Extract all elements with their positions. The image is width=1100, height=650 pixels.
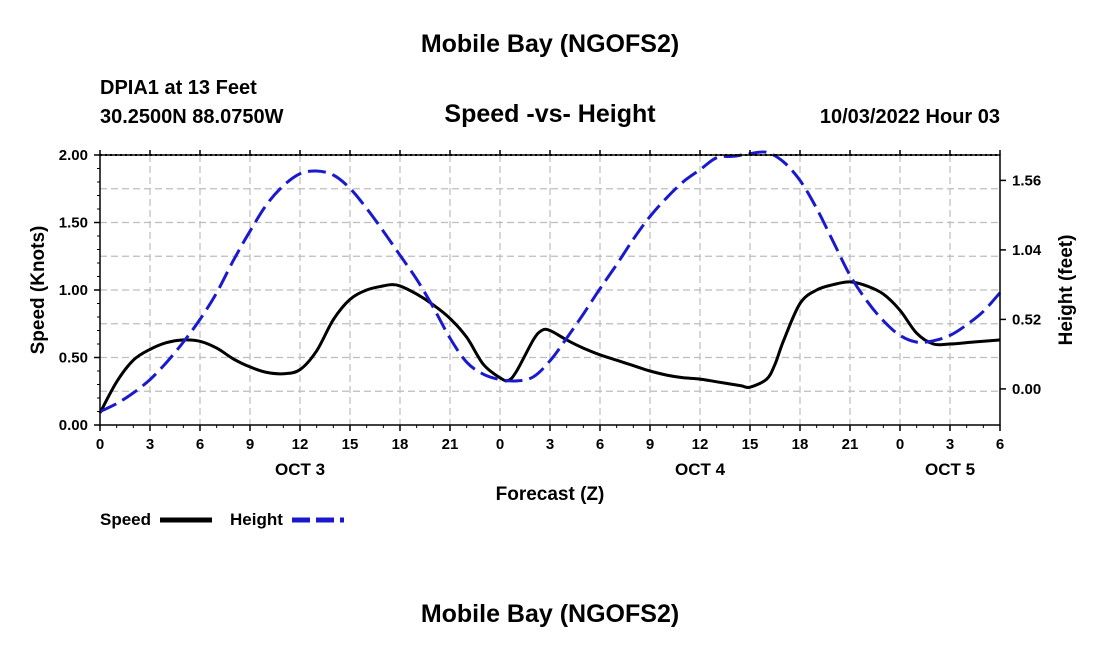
legend: Speed Height [100,510,344,529]
day-label: OCT 3 [275,460,325,479]
legend-label-height: Height [230,510,283,529]
legend-label-speed: Speed [100,510,151,529]
tick-labels: 0 3 6 9 12 15 18 21 0 3 6 9 12 15 18 21 0 3 6 OCT 3 OCT 4 OCT… [59,147,1042,479]
series-layer [98,150,1002,414]
grid [100,155,1000,425]
y2-axis-label: Height (feet) [1056,235,1077,346]
y2-tick-label: 1.56 [1012,172,1041,189]
x-tick-label: 21 [842,436,859,453]
y-axis-label: Speed (Knots) [28,226,49,355]
day-label: OCT 4 [675,460,726,479]
x-tick-label: 3 [146,436,154,453]
x-axis-label: Forecast (Z) [496,484,605,505]
x-tick-label: 18 [792,436,809,453]
x-tick-label: 3 [546,436,554,453]
forecast-timestamp: 10/03/2022 Hour 03 [819,106,1000,128]
x-tick-label: 3 [946,436,954,453]
y2-tick-label: 0.52 [1012,311,1041,328]
y2-tick-label: 0.00 [1012,381,1041,398]
x-tick-label: 9 [246,436,254,453]
x-tick-label: 9 [646,436,654,453]
x-tick-label: 6 [596,436,604,453]
y-tick-label: 0.00 [59,417,88,434]
series-line-height [99,150,1002,413]
chart-title: Mobile Bay (NGOFS2) [420,30,680,58]
chart-subtitle: Speed -vs- Height [444,100,656,128]
y-tick-label: 2.00 [59,147,88,164]
series-line-speed [98,280,1001,414]
x-tick-label: 6 [196,436,204,453]
y-tick-label: 1.00 [59,282,88,299]
y-tick-label: 1.50 [59,215,88,232]
day-label: OCT 5 [925,460,975,479]
x-tick-label: 18 [392,436,409,453]
axes [94,150,1006,431]
y2-tick-label: 1.04 [1012,242,1042,259]
x-tick-label: 6 [996,436,1004,453]
footer-title: Mobile Bay (NGOFS2) [420,600,680,628]
y-tick-label: 0.50 [59,350,88,367]
x-tick-label: 12 [692,436,709,453]
x-tick-label: 15 [742,436,759,453]
x-tick-label: 12 [292,436,309,453]
station-coordinates: 30.2500N 88.0750W [100,106,284,128]
x-tick-label: 21 [442,436,459,453]
x-tick-label: 0 [96,436,104,453]
x-tick-label: 0 [896,436,904,453]
x-tick-label: 15 [342,436,359,453]
station-label: DPIA1 at 13 Feet [100,77,257,99]
x-tick-label: 0 [496,436,504,453]
